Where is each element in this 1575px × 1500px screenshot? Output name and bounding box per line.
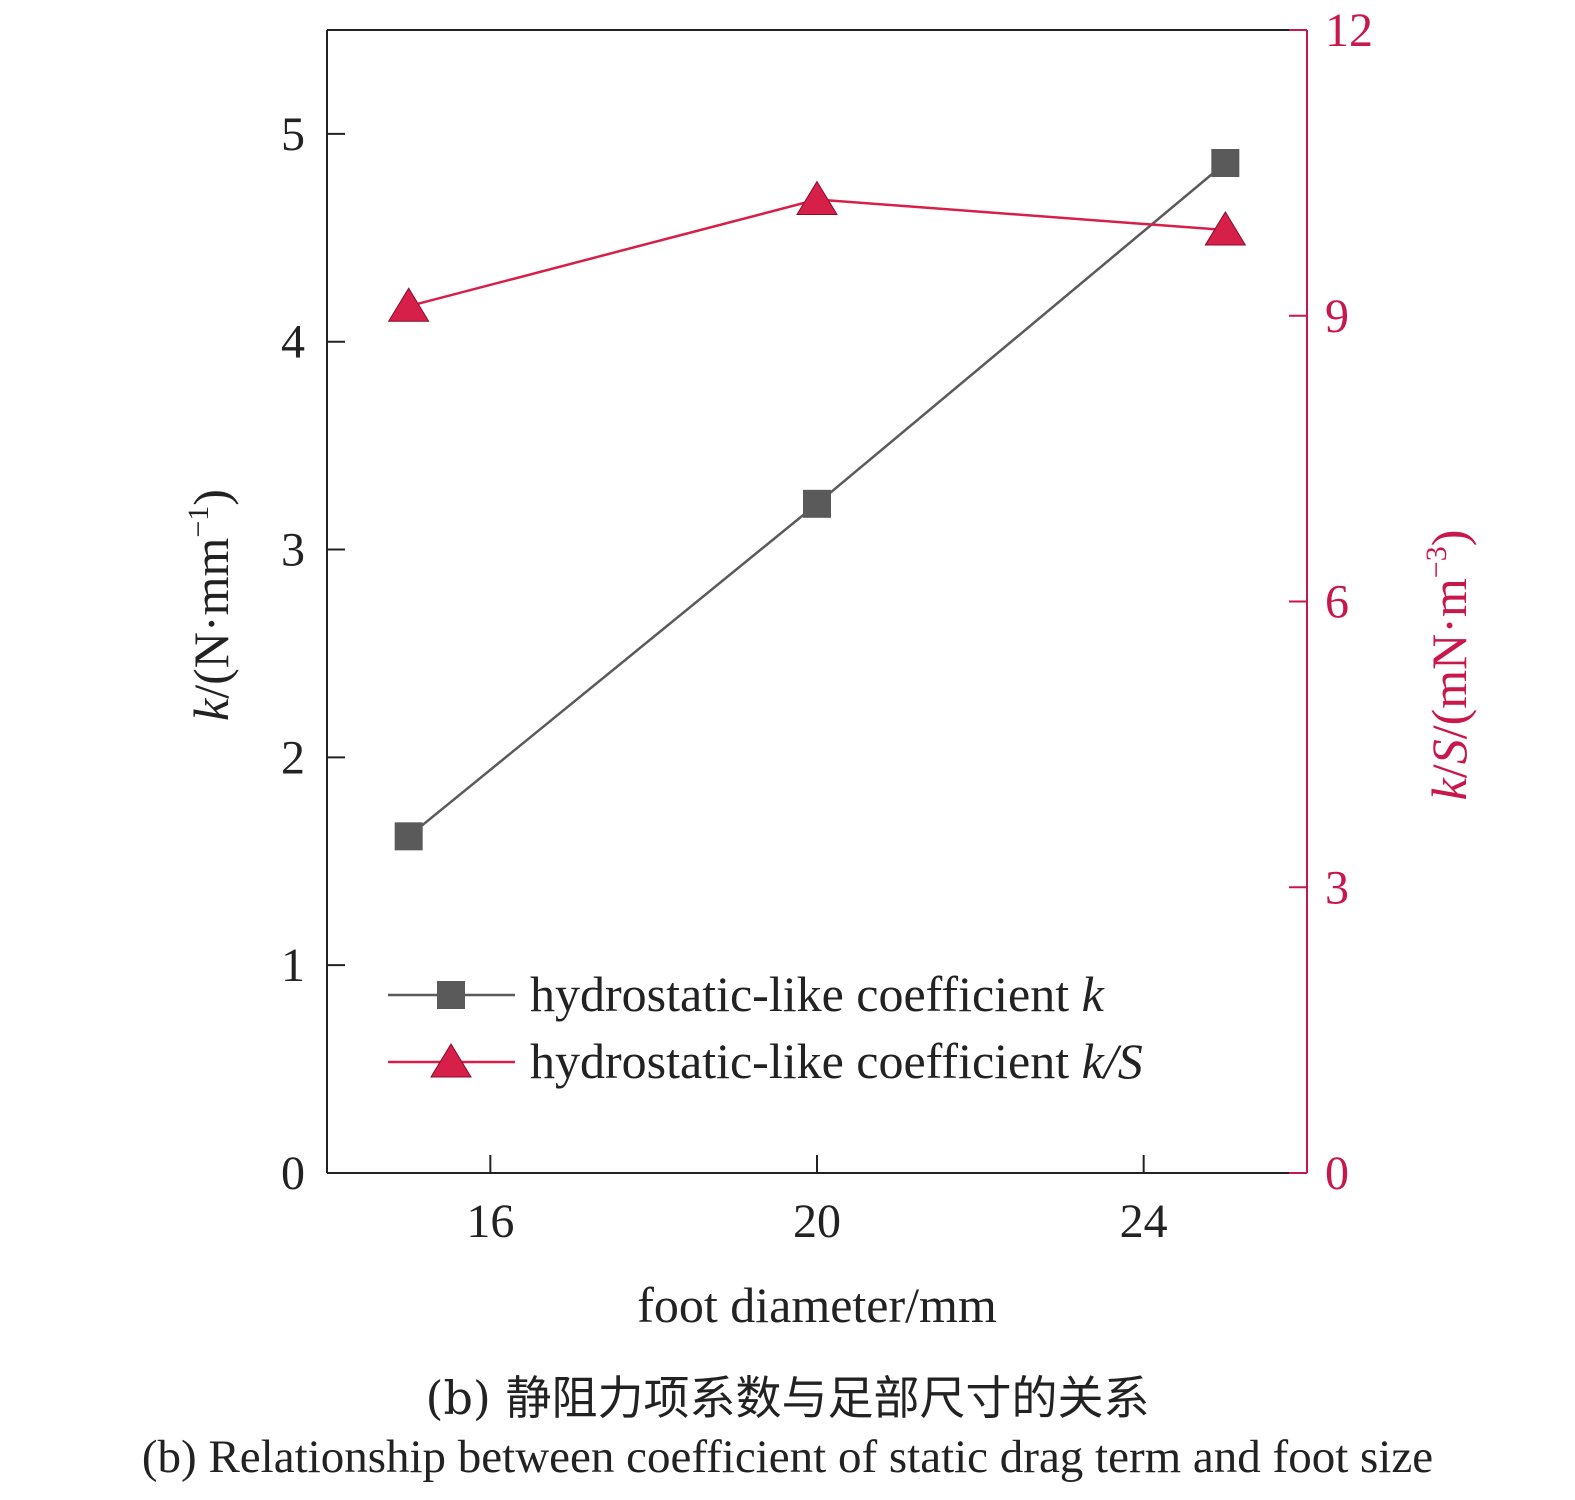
x-tick-label: 24 [1120, 1195, 1168, 1248]
left-y-tick-label: 3 [281, 524, 305, 577]
left-y-tick-label: 2 [281, 731, 305, 784]
right-y-tick-label: 9 [1325, 290, 1349, 343]
right-y-tick-label: 0 [1325, 1147, 1349, 1200]
legend-label: hydrostatic-like coefficient k/S [530, 1033, 1143, 1089]
series-k-over-s-point [796, 180, 838, 216]
legend-entry: hydrostatic-like coefficient k/S [388, 1033, 1143, 1089]
left-y-tick-label: 5 [281, 108, 305, 161]
right-y-tick-label: 3 [1325, 861, 1349, 914]
figure-caption-english: (b) Relationship between coefficient of … [141, 1431, 1434, 1483]
series-k-over-s [387, 180, 1247, 322]
legend-entry: hydrostatic-like coefficient k [388, 966, 1105, 1022]
series-k-point [803, 489, 831, 518]
figure-caption-chinese: (b) 静阻力项系数与足部尺寸的关系 [425, 1371, 1150, 1425]
plot-series [387, 149, 1247, 851]
legend-label: hydrostatic-like coefficient k [530, 966, 1105, 1022]
series-k [394, 149, 1240, 851]
series-k-point [1211, 149, 1240, 178]
left-y-tick-label: 0 [281, 1147, 305, 1200]
right-y-tick-label: 12 [1325, 4, 1373, 57]
legend-marker-swatch [437, 981, 465, 1009]
x-tick-label: 20 [793, 1195, 841, 1248]
series-k-over-s-line [408, 198, 1226, 308]
right-y-tick-label: 6 [1325, 576, 1349, 629]
series-k-over-s-point [1204, 211, 1247, 246]
x-axis-label: foot diameter/mm [637, 1277, 997, 1333]
x-tick-label: 16 [466, 1195, 514, 1248]
legend-marker-swatch [430, 1043, 472, 1078]
legend: hydrostatic-like coefficient k hydrostati… [388, 966, 1143, 1089]
left-y-axis-label: k/(N·mm−1) [182, 489, 239, 721]
series-k-over-s-point [387, 287, 430, 322]
right-y-axis-label: k/S/(mN·m−3) [1420, 530, 1477, 801]
left-y-tick-label: 4 [281, 316, 305, 369]
left-y-tick-label: 1 [281, 939, 305, 992]
series-k-point [394, 822, 423, 851]
